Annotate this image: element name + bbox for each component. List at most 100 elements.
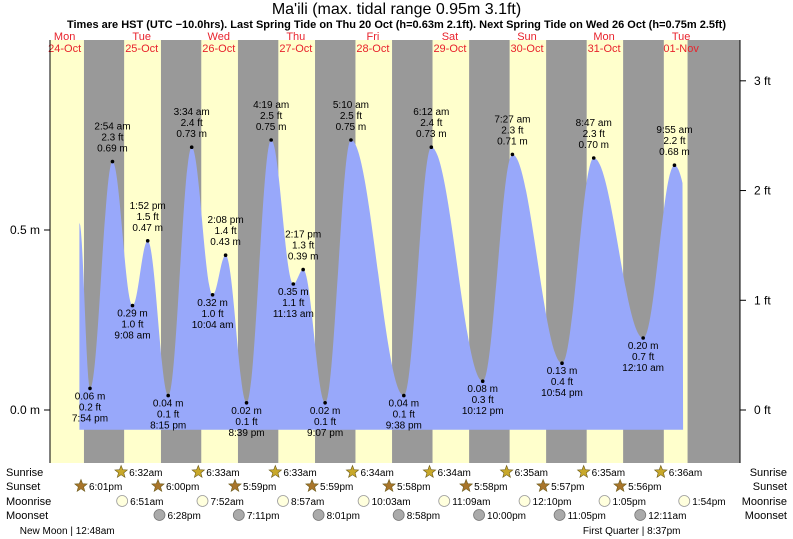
moonrise-icon <box>116 495 129 507</box>
moonrise-icon <box>196 495 209 507</box>
night-band <box>687 40 740 463</box>
moonrise-icon <box>357 495 370 507</box>
day-name: Sun <box>517 31 537 43</box>
moonrise-icon <box>518 495 531 507</box>
tide-label: 0.73 m <box>176 129 207 140</box>
moonset-time: 8:01pm <box>327 511 360 522</box>
chart-subtitle: Times are HST (UTC −10.0hrs). Last Sprin… <box>66 19 727 31</box>
tide-label: 1:52 pm <box>130 201 166 212</box>
tide-point <box>323 401 327 405</box>
sunrise-time: 6:35am <box>515 468 548 479</box>
moonset-time: 8:58pm <box>407 511 440 522</box>
day-date: 25-Oct <box>125 43 158 55</box>
tide-label: 0.68 m <box>659 147 690 158</box>
right-tick-label: 2 ft <box>754 184 771 198</box>
tide-label: 2.4 ft <box>181 118 203 129</box>
moonset-icon <box>473 509 485 521</box>
sunrise-time: 6:32am <box>129 468 162 479</box>
sunrise-time: 6:35am <box>592 468 625 479</box>
left-tick-label: 0.5 m <box>10 223 40 237</box>
tide-label: 0.32 m <box>197 298 228 309</box>
tide-point <box>510 152 515 157</box>
tide-label: 0.4 ft <box>551 377 573 388</box>
tide-point <box>480 379 485 384</box>
tide-label: 0.43 m <box>210 237 241 248</box>
moonrise-icon <box>678 495 691 507</box>
moonset-icon <box>392 509 405 521</box>
tide-point <box>641 336 645 340</box>
left-tick-label: 0.0 m <box>10 403 40 417</box>
moonset-icon <box>232 509 245 521</box>
day-date: 24-Oct <box>48 43 81 55</box>
tide-point <box>166 393 170 398</box>
tide-label: 0.75 m <box>336 122 367 133</box>
tide-label: 7:54 pm <box>72 413 108 424</box>
tide-label: 6:12 am <box>413 107 449 118</box>
day-date: 29-Oct <box>433 43 466 55</box>
tide-point <box>349 138 353 142</box>
tide-label: 1.4 ft <box>214 226 236 237</box>
tide-point <box>560 361 564 366</box>
tide-label: 0.13 m <box>547 366 578 377</box>
moonrise-time: 1:05pm <box>613 497 646 508</box>
tide-label: 2:17 pm <box>285 230 321 241</box>
moonset-icon <box>553 509 566 521</box>
day-name: Mon <box>593 31 614 43</box>
axes: 0.0 m 0.5 m 0 ft 1 ft 2 ft 3 ft <box>10 40 771 463</box>
tide-label: 10:54 pm <box>541 388 583 399</box>
moonset-icon <box>634 509 647 521</box>
tide-point <box>223 253 228 257</box>
tide-label: 11:13 am <box>273 309 314 320</box>
sunrise-icon <box>653 464 668 478</box>
astro-row-label: Moonrise <box>6 496 51 508</box>
sunset-icon <box>305 478 319 492</box>
tide-label: 1.0 ft <box>121 320 143 331</box>
tide-label: 0.1 ft <box>314 417 336 428</box>
tide-label: 3:34 am <box>174 107 210 118</box>
moonset-time: 10:00pm <box>487 511 526 522</box>
day-date: 31-Oct <box>588 43 621 55</box>
tide-label: 0.04 m <box>389 399 420 410</box>
tide-label: 5:10 am <box>333 100 369 111</box>
day-date: 30-Oct <box>511 43 544 55</box>
tide-label: 0.29 m <box>117 309 148 320</box>
tide-point <box>210 293 215 297</box>
day-name: Tue <box>672 31 691 43</box>
moonset-time: 7:11pm <box>247 511 280 522</box>
sunrise-icon <box>114 464 129 478</box>
tide-label: 0.1 ft <box>235 417 257 428</box>
tide-label: 2.3 ft <box>583 129 605 140</box>
moon-phase-label: First Quarter | 8:37pm <box>583 526 681 537</box>
sunrise-icon <box>422 464 437 478</box>
moonrise-icon <box>598 495 611 507</box>
tide-point <box>110 159 115 164</box>
tide-point <box>429 145 434 149</box>
moonrise-time: 7:52am <box>210 497 243 508</box>
tide-label: 8:15 pm <box>150 421 186 432</box>
moonset-time: 11:05pm <box>568 511 606 522</box>
day-name: Wed <box>208 31 230 43</box>
sunset-icon <box>74 478 88 492</box>
tide-label: 2.4 ft <box>420 118 442 129</box>
sunrise-icon <box>499 464 514 478</box>
sunrise-time: 6:34am <box>360 468 393 479</box>
tide-area-path <box>79 140 684 430</box>
astro-row-label: Moonset <box>745 510 787 522</box>
tide-label: 8:39 pm <box>228 428 264 439</box>
tide-area <box>79 140 684 430</box>
sunset-icon <box>151 478 165 492</box>
astro-row-label: Moonrise <box>742 496 787 508</box>
day-date: 27-Oct <box>279 43 312 55</box>
tide-label: 0.1 ft <box>157 410 179 421</box>
astro-row-label: Sunrise <box>6 467 43 479</box>
tide-point <box>402 393 406 398</box>
page-title: Ma'ili (max. tidal range 0.95m 3.1ft) <box>271 1 522 18</box>
day-name: Sat <box>442 31 459 43</box>
day-date: 28-Oct <box>356 43 389 55</box>
tide-label: 10:04 am <box>192 320 234 331</box>
tide-label: 0.02 m <box>310 406 341 417</box>
right-tick-label: 3 ft <box>754 74 771 88</box>
tide-label: 0.06 m <box>75 391 106 402</box>
sunrise-icon <box>345 464 360 478</box>
